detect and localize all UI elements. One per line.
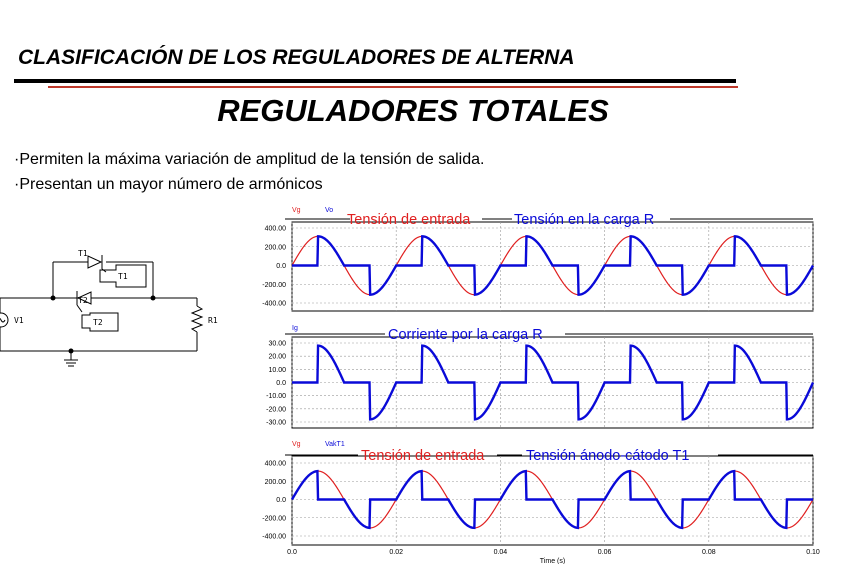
legend-entry: Tensión de entrada <box>361 448 485 464</box>
y-tick-label: 200.00 <box>265 244 287 251</box>
junction-dot <box>50 295 56 301</box>
title-rule-black <box>14 79 736 83</box>
t1-label: T1 <box>78 249 88 258</box>
legend-entry: Tensión en la carga R <box>514 212 654 228</box>
trace-tag: Vg <box>292 441 301 448</box>
y-tick-label: 0.0 <box>276 263 286 270</box>
y-tick-label: 20.00 <box>268 354 286 361</box>
y-tick-label: -400.00 <box>262 534 286 541</box>
y-tick-label: -200.00 <box>262 515 286 522</box>
t2-label: T2 <box>78 296 88 305</box>
series-line-output <box>292 235 815 296</box>
series-line-ig <box>292 344 815 421</box>
trace-tag: VakT1 <box>325 441 345 448</box>
y-tick-label: -30.00 <box>266 420 286 427</box>
voltage-source-icon <box>0 312 9 328</box>
y-tick-label: 0.0 <box>276 497 286 504</box>
thyristor-t1-icon <box>87 255 107 273</box>
main-title: REGULADORES TOTALES <box>217 93 609 128</box>
legend-entry: Corriente por la carga R <box>388 327 543 343</box>
y-tick-label: -200.00 <box>262 282 286 289</box>
y-tick-label: -20.00 <box>266 406 286 413</box>
y-tick-label: 30.00 <box>268 341 286 348</box>
y-tick-label: -10.00 <box>266 393 286 400</box>
t1-box-label: T1 <box>118 272 128 281</box>
bullet-point: ·Presentan un mayor número de armónicos <box>14 176 323 193</box>
series-line-output <box>290 469 813 530</box>
t2-box-label: T2 <box>93 318 103 327</box>
x-tick-label: 0.0 <box>287 549 297 556</box>
chart-panel-load-current: 30.00 20.00 10.00 0.0 -10.00 -20.00 -30.00 Corr… <box>266 325 815 429</box>
chart-panel-input-output-voltage: 400.00 200.00 0.0 -200.00 -400.00 Tensión de … <box>262 207 815 312</box>
legend-entry: Tensión ánodo-cátodo T1 <box>526 448 689 464</box>
x-tick-label: 0.04 <box>494 549 508 556</box>
y-tick-label: 0.0 <box>276 380 286 387</box>
y-tick-label: 200.00 <box>265 479 287 486</box>
legend-entry: Tensión de entrada <box>347 212 471 228</box>
x-tick-label: 0.08 <box>702 549 716 556</box>
x-axis-label: Time (s) <box>540 558 565 564</box>
y-tick-label: 400.00 <box>265 461 287 468</box>
x-tick-label: 0.06 <box>598 549 612 556</box>
title-rule-red <box>48 86 738 88</box>
trace-tag: Vg <box>292 207 301 214</box>
y-tick-label: 10.00 <box>268 367 286 374</box>
bullet-point: ·Permiten la máxima variación de amplitu… <box>14 151 485 168</box>
trace-tag: Ig <box>292 325 298 332</box>
trace-tag: Vo <box>325 207 333 214</box>
x-tick-label: 0.02 <box>389 549 403 556</box>
y-tick-label: 400.00 <box>265 226 287 233</box>
circuit-diagram: T1 T1 T2 T2 V1 R1 <box>0 249 218 367</box>
junction-dot <box>68 348 74 354</box>
junction-dot <box>150 295 156 301</box>
v1-label: V1 <box>14 316 24 325</box>
section-title: CLASIFICACIÓN DE LOS REGULADORES DE ALTE… <box>18 46 575 69</box>
y-tick-label: -400.00 <box>262 301 286 308</box>
x-tick-label: 0.10 <box>806 549 820 556</box>
r1-label: R1 <box>208 316 218 325</box>
chart-panel-thyristor-voltage: 400.00 200.00 0.0 -200.00 -400.00 Tensión de … <box>262 441 820 564</box>
thyristor-t2-icon <box>76 291 92 313</box>
